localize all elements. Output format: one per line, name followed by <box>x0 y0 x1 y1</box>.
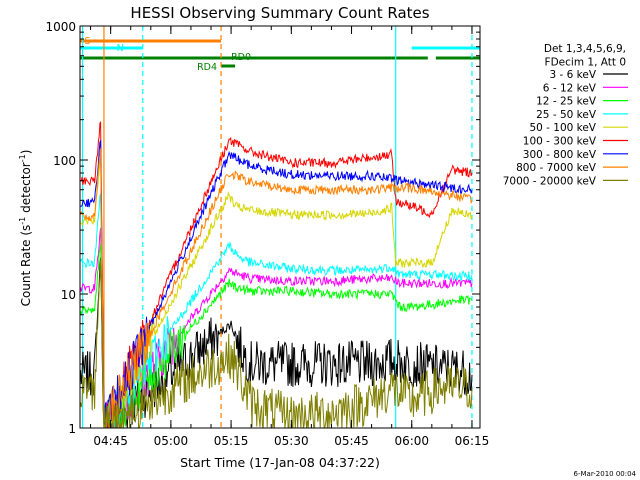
legend: Det 1,3,4,5,6,9,FDecim 1, Att 03 - 6 keV… <box>503 43 628 187</box>
y-axis-label-main: Count Rate (s <box>19 225 33 307</box>
x-tick-label: 05:45 <box>334 434 369 448</box>
legend-entry-label: 50 - 100 keV <box>529 122 596 134</box>
y-axis-label: Count Rate (s-1 detector-1) <box>18 150 33 307</box>
y-axis-label-mid: detector <box>19 162 33 217</box>
x-tick-label: 05:15 <box>214 434 249 448</box>
y-tick-label: 100 <box>53 154 76 168</box>
plot-frame <box>79 25 481 429</box>
y-axis-label-sup2: -1 <box>18 154 27 162</box>
flag-rd4-label: RD4 <box>197 62 217 73</box>
series-line-8 <box>80 259 473 428</box>
legend-entry-label: 100 - 300 keV <box>523 136 597 148</box>
x-tick-label: 05:30 <box>274 434 309 448</box>
flag-rd0-label: RD0 <box>231 52 251 63</box>
footer-date: 6-Mar-2010 00:04 <box>574 470 637 478</box>
y-tick-label: 10 <box>61 288 76 302</box>
legend-entry-label: 3 - 6 keV <box>549 69 596 81</box>
x-axis-label: Start Time (17-Jan-08 04:37:22) <box>180 455 380 470</box>
y-tick-label: 1 <box>68 422 76 436</box>
x-tick-label: 06:00 <box>394 434 429 448</box>
series-line-3 <box>80 193 473 428</box>
flag-bars: S N RD0 RD4 <box>80 36 480 73</box>
legend-entry-label: 300 - 800 keV <box>523 149 597 161</box>
x-tick-label: 05:00 <box>154 434 189 448</box>
axes: 04:45 05:00 05:15 05:30 05:45 06:00 06:15 1 10 10… <box>45 20 489 448</box>
x-tick-label: 04:45 <box>93 434 128 448</box>
series-line-6 <box>80 138 473 428</box>
series-lines <box>80 121 473 428</box>
y-axis-label-end: ) <box>19 150 33 155</box>
x-tick-label: 06:15 <box>455 434 490 448</box>
flag-saa-label: S <box>85 36 91 47</box>
series-line-0 <box>80 257 473 428</box>
legend-entry-label: 6 - 12 keV <box>543 82 597 94</box>
legend-entry-label: 25 - 50 keV <box>536 109 597 121</box>
y-tick-label: 1000 <box>45 20 76 34</box>
y-axis-label-sup1: -1 <box>18 217 27 225</box>
legend-entry-label: 800 - 7000 keV <box>516 162 597 174</box>
flag-night-label: N <box>117 43 124 54</box>
chart-title: HESSI Observing Summary Count Rates <box>130 4 429 22</box>
legend-entry-label: 12 - 25 keV <box>536 96 597 108</box>
legend-header: Det 1,3,4,5,6,9, <box>544 43 626 55</box>
legend-header: FDecim 1, Att 0 <box>545 56 626 68</box>
series-line-7 <box>80 148 473 428</box>
legend-entry-label: 7000 - 20000 keV <box>503 175 597 187</box>
